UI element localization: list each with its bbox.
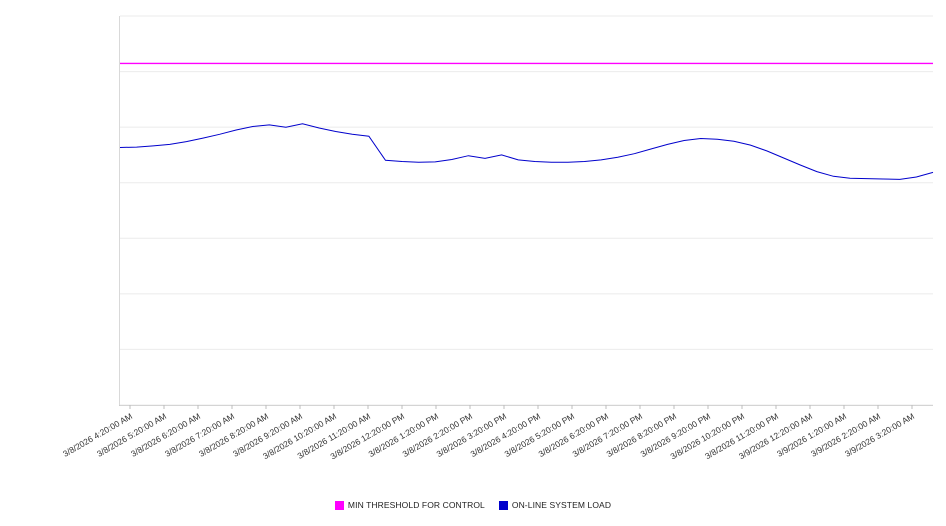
chart-canvas [119, 15, 934, 409]
x-axis-label: 3/8/2026 11:20:00 PM [703, 411, 780, 462]
x-axis-label: 3/8/2026 8:20:00 PM [604, 411, 678, 460]
x-axis-label: 3/9/2026 3:20:00 AM [843, 411, 916, 459]
x-axis-label: 3/8/2026 10:20:00 PM [668, 411, 746, 462]
x-axis-label: 3/8/2026 3:20:00 PM [434, 411, 508, 460]
x-axis-label: 3/8/2026 1:20:00 PM [366, 411, 440, 460]
x-axis-label: 3/8/2026 11:20:00 AM [295, 411, 372, 461]
legend-label-system-load: ON-LINE SYSTEM LOAD [511, 500, 612, 510]
x-axis: 3/8/2026 4:20:00 AM 3/8/2026 5:20:00 AM 3/… [61, 409, 932, 509]
system-load-swatch-icon [498, 500, 508, 510]
x-axis-label: 3/9/2026 2:20:00 AM [809, 411, 882, 459]
legend: MIN THRESHOLD FOR CONTROL ON-LINE SYSTEM… [0, 500, 946, 510]
legend-item-system-load: ON-LINE SYSTEM LOAD [498, 500, 612, 510]
x-axis-label: 3/8/2026 6:20:00 PM [536, 411, 610, 460]
x-axis-label: 3/9/2026 1:20:00 AM [775, 411, 848, 459]
plot-area [119, 15, 934, 409]
x-axis-label: 3/8/2026 9:20:00 PM [638, 411, 712, 460]
x-axis-label: 3/8/2026 10:20:00 AM [260, 411, 338, 462]
x-axis-label: 3/8/2026 5:20:00 AM [95, 411, 168, 459]
x-axis-label: 3/8/2026 8:20:00 AM [197, 411, 270, 459]
x-axis-label: 3/8/2026 4:20:00 PM [468, 411, 542, 460]
x-axis-label: 3/8/2026 7:20:00 AM [163, 411, 236, 459]
x-axis-label: 3/8/2026 2:20:00 PM [400, 411, 474, 460]
x-axis-label: 3/8/2026 4:20:00 AM [61, 411, 134, 459]
x-axis-label: 3/8/2026 9:20:00 AM [231, 411, 304, 459]
x-axis-label: 3/9/2026 12:20:00 AM [736, 411, 814, 462]
x-axis-label: 3/8/2026 12:20:00 PM [328, 411, 406, 462]
min-threshold-swatch-icon [334, 500, 344, 510]
legend-item-min-threshold: MIN THRESHOLD FOR CONTROL [334, 500, 485, 510]
x-axis-label: 3/8/2026 7:20:00 PM [570, 411, 644, 460]
x-axis-label: 3/8/2026 6:20:00 AM [129, 411, 202, 459]
x-axis-label: 3/8/2026 5:20:00 PM [502, 411, 576, 460]
legend-label-min-threshold: MIN THRESHOLD FOR CONTROL [347, 500, 485, 510]
system-load-line [119, 123, 934, 180]
